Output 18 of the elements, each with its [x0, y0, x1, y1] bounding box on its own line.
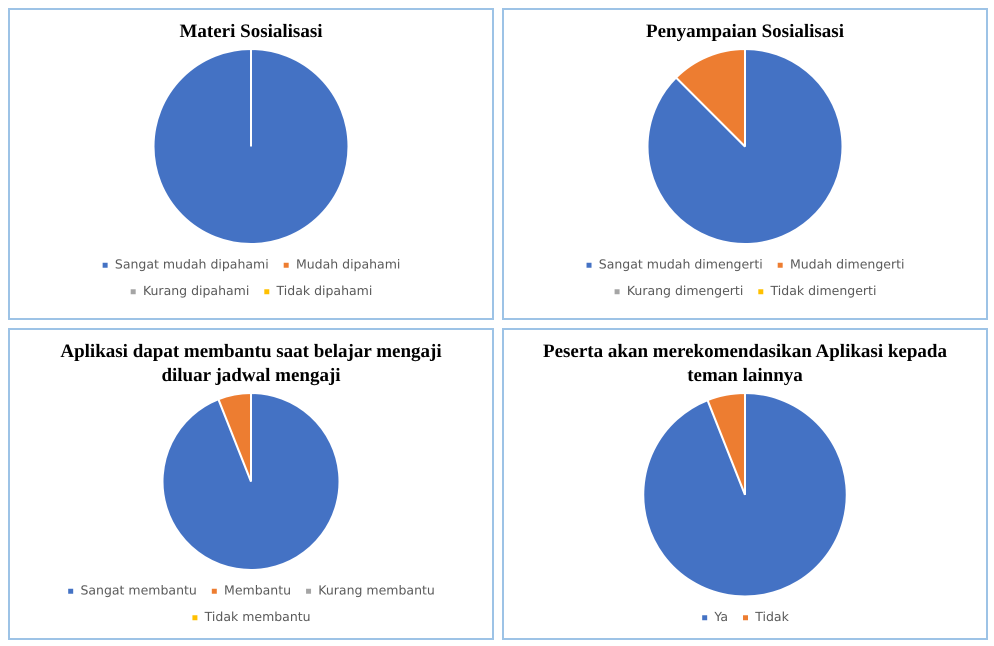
legend-label: Sangat mudah dimengerti	[598, 256, 763, 272]
chart-title: Aplikasi dapat membantu saat belajar mengaji diluar jadwal mengaji	[59, 340, 443, 388]
legend-label: Ya	[713, 609, 728, 624]
legend-label: Sangat membantu	[80, 582, 197, 598]
legend-label: Tidak dipahami	[276, 283, 372, 298]
chart-title: Penyampaian Sosialisasi	[646, 20, 844, 44]
legend-label: Kurang membantu	[318, 582, 435, 598]
legend-label: Membantu	[224, 582, 292, 598]
legend-label: Tidak membantu	[204, 609, 311, 624]
legend-label: Tidak dimengerti	[770, 283, 876, 298]
legend-label: Kurang dipahami	[142, 283, 250, 298]
legend-label: Mudah dimengerti	[790, 256, 904, 272]
chart-title: Materi Sosialisasi	[179, 20, 323, 44]
legend-label: Kurang dimengerti	[626, 283, 744, 298]
chart-title: Peserta akan merekomendasikan Aplikasi kepada teman lainnya	[542, 340, 948, 388]
legend-label: Tidak	[754, 609, 790, 624]
legend-label: Mudah dipahami	[296, 256, 400, 272]
legend-label: Sangat mudah dipahami	[114, 256, 269, 272]
